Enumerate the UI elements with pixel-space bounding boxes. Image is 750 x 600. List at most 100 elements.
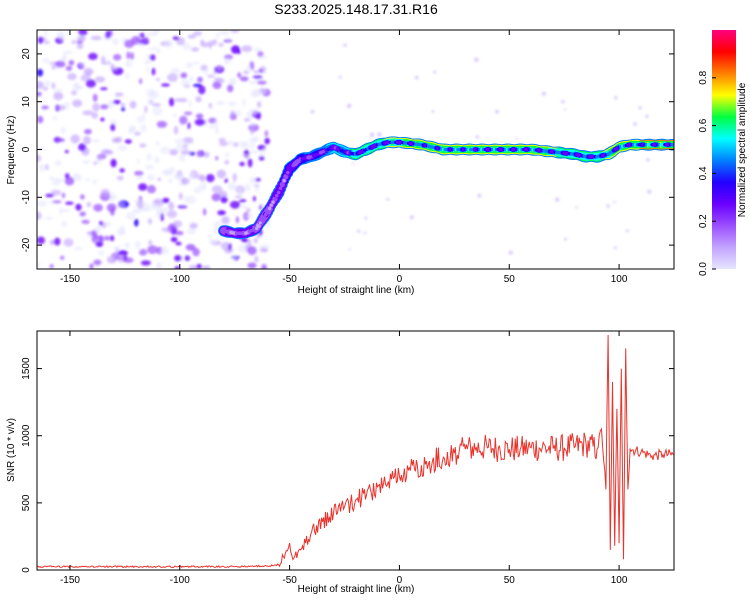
noise-blob [249, 176, 258, 184]
noise-blob [173, 125, 179, 135]
noise-blob [105, 30, 111, 39]
noise-blob [62, 50, 73, 55]
noise-blob [233, 142, 239, 148]
snr-x-tick-label: 0 [397, 575, 403, 586]
noise-blob [117, 250, 128, 256]
noise-blob [126, 51, 131, 60]
noise-blob [53, 237, 61, 246]
noise-blob [250, 122, 256, 127]
spectrogram-y-tick-label: 20 [21, 48, 32, 60]
noise-blob [60, 208, 71, 213]
noise-blob [104, 222, 112, 227]
noise-blob [225, 152, 230, 158]
noise-blob [78, 30, 88, 36]
noise-blob [133, 208, 140, 213]
noise-blob [103, 149, 114, 155]
noise-blob [134, 131, 141, 136]
noise-blob [188, 99, 192, 108]
noise-blob [166, 210, 178, 219]
noise-speck [364, 216, 368, 220]
noise-blobs [37, 30, 652, 269]
noise-blob [44, 80, 51, 85]
noise-blob [218, 138, 226, 142]
noise-blob [71, 90, 77, 96]
noise-blob [152, 103, 162, 107]
noise-blob [207, 234, 213, 239]
noise-blob [137, 175, 143, 180]
snr-x-axis-label: Height of straight line (km) [298, 584, 415, 595]
noise-blob [243, 118, 251, 122]
noise-blob [52, 116, 58, 121]
noise-blob [230, 30, 240, 33]
noise-blob [194, 118, 205, 126]
noise-blob [175, 230, 184, 236]
noise-blob [120, 103, 126, 107]
noise-blob [152, 106, 163, 116]
noise-blob [134, 218, 139, 227]
noise-blob [216, 64, 222, 71]
spectrogram-x-axis-label: Height of straight line (km) [298, 285, 415, 296]
spectrogram-x-tick-label: -100 [170, 274, 190, 285]
noise-blob [174, 266, 180, 269]
noise-blob [45, 193, 55, 198]
noise-blob [93, 203, 103, 212]
noise-blob [248, 80, 258, 85]
noise-blob [37, 200, 48, 207]
noise-blob [44, 216, 54, 220]
noise-blob [136, 201, 144, 209]
noise-blob [170, 236, 178, 243]
noise-blob [48, 176, 55, 181]
noise-blob [211, 193, 221, 202]
spectrogram-x-tick-label: -150 [60, 274, 80, 285]
noise-blob [188, 172, 195, 180]
noise-blob [77, 35, 86, 42]
noise-speck [477, 193, 482, 198]
noise-blob [147, 245, 158, 255]
noise-speck [363, 231, 367, 235]
noise-blob [83, 67, 94, 76]
noise-blob [235, 216, 239, 224]
noise-blob [211, 185, 223, 193]
colorbar-label: Normalized spectral amplitude [737, 82, 748, 217]
noise-blob [228, 186, 238, 191]
noise-blob [162, 207, 169, 213]
noise-blob [147, 174, 155, 182]
noise-blob [223, 57, 232, 65]
noise-speck [625, 229, 629, 233]
colorbar-tick-label: 0.0 [698, 262, 709, 276]
noise-blob [98, 250, 105, 256]
noise-blob [99, 220, 103, 226]
noise-speck [352, 162, 355, 165]
noise-blob [242, 98, 246, 107]
colorbar-tick-label: 0.6 [698, 118, 709, 132]
noise-blob [157, 177, 162, 182]
noise-blob [142, 112, 146, 121]
noise-blob [161, 227, 171, 232]
noise-blob [160, 146, 170, 154]
noise-blob [68, 60, 75, 66]
noise-blob [188, 264, 198, 269]
noise-blob [177, 205, 188, 209]
noise-blob [207, 74, 215, 78]
noise-speck [409, 215, 414, 220]
noise-blob [65, 201, 74, 205]
noise-blob [37, 81, 44, 90]
noise-blob [174, 138, 185, 144]
ridge-blob [282, 179, 286, 183]
noise-blob [147, 185, 156, 194]
snr-x-tick-label: -50 [282, 575, 297, 586]
noise-blob [51, 82, 56, 90]
noise-blob [100, 55, 106, 65]
noise-blob [129, 125, 137, 132]
ridge-blob [258, 221, 262, 225]
noise-blob [261, 264, 267, 269]
noise-blob [162, 197, 170, 204]
ridge-blob [260, 218, 264, 222]
noise-blob [93, 161, 97, 165]
noise-blob [145, 164, 155, 170]
noise-blob [92, 103, 100, 112]
noise-speck [646, 158, 650, 162]
noise-speck [310, 109, 315, 114]
snr-x-tick-label: -150 [60, 575, 80, 586]
